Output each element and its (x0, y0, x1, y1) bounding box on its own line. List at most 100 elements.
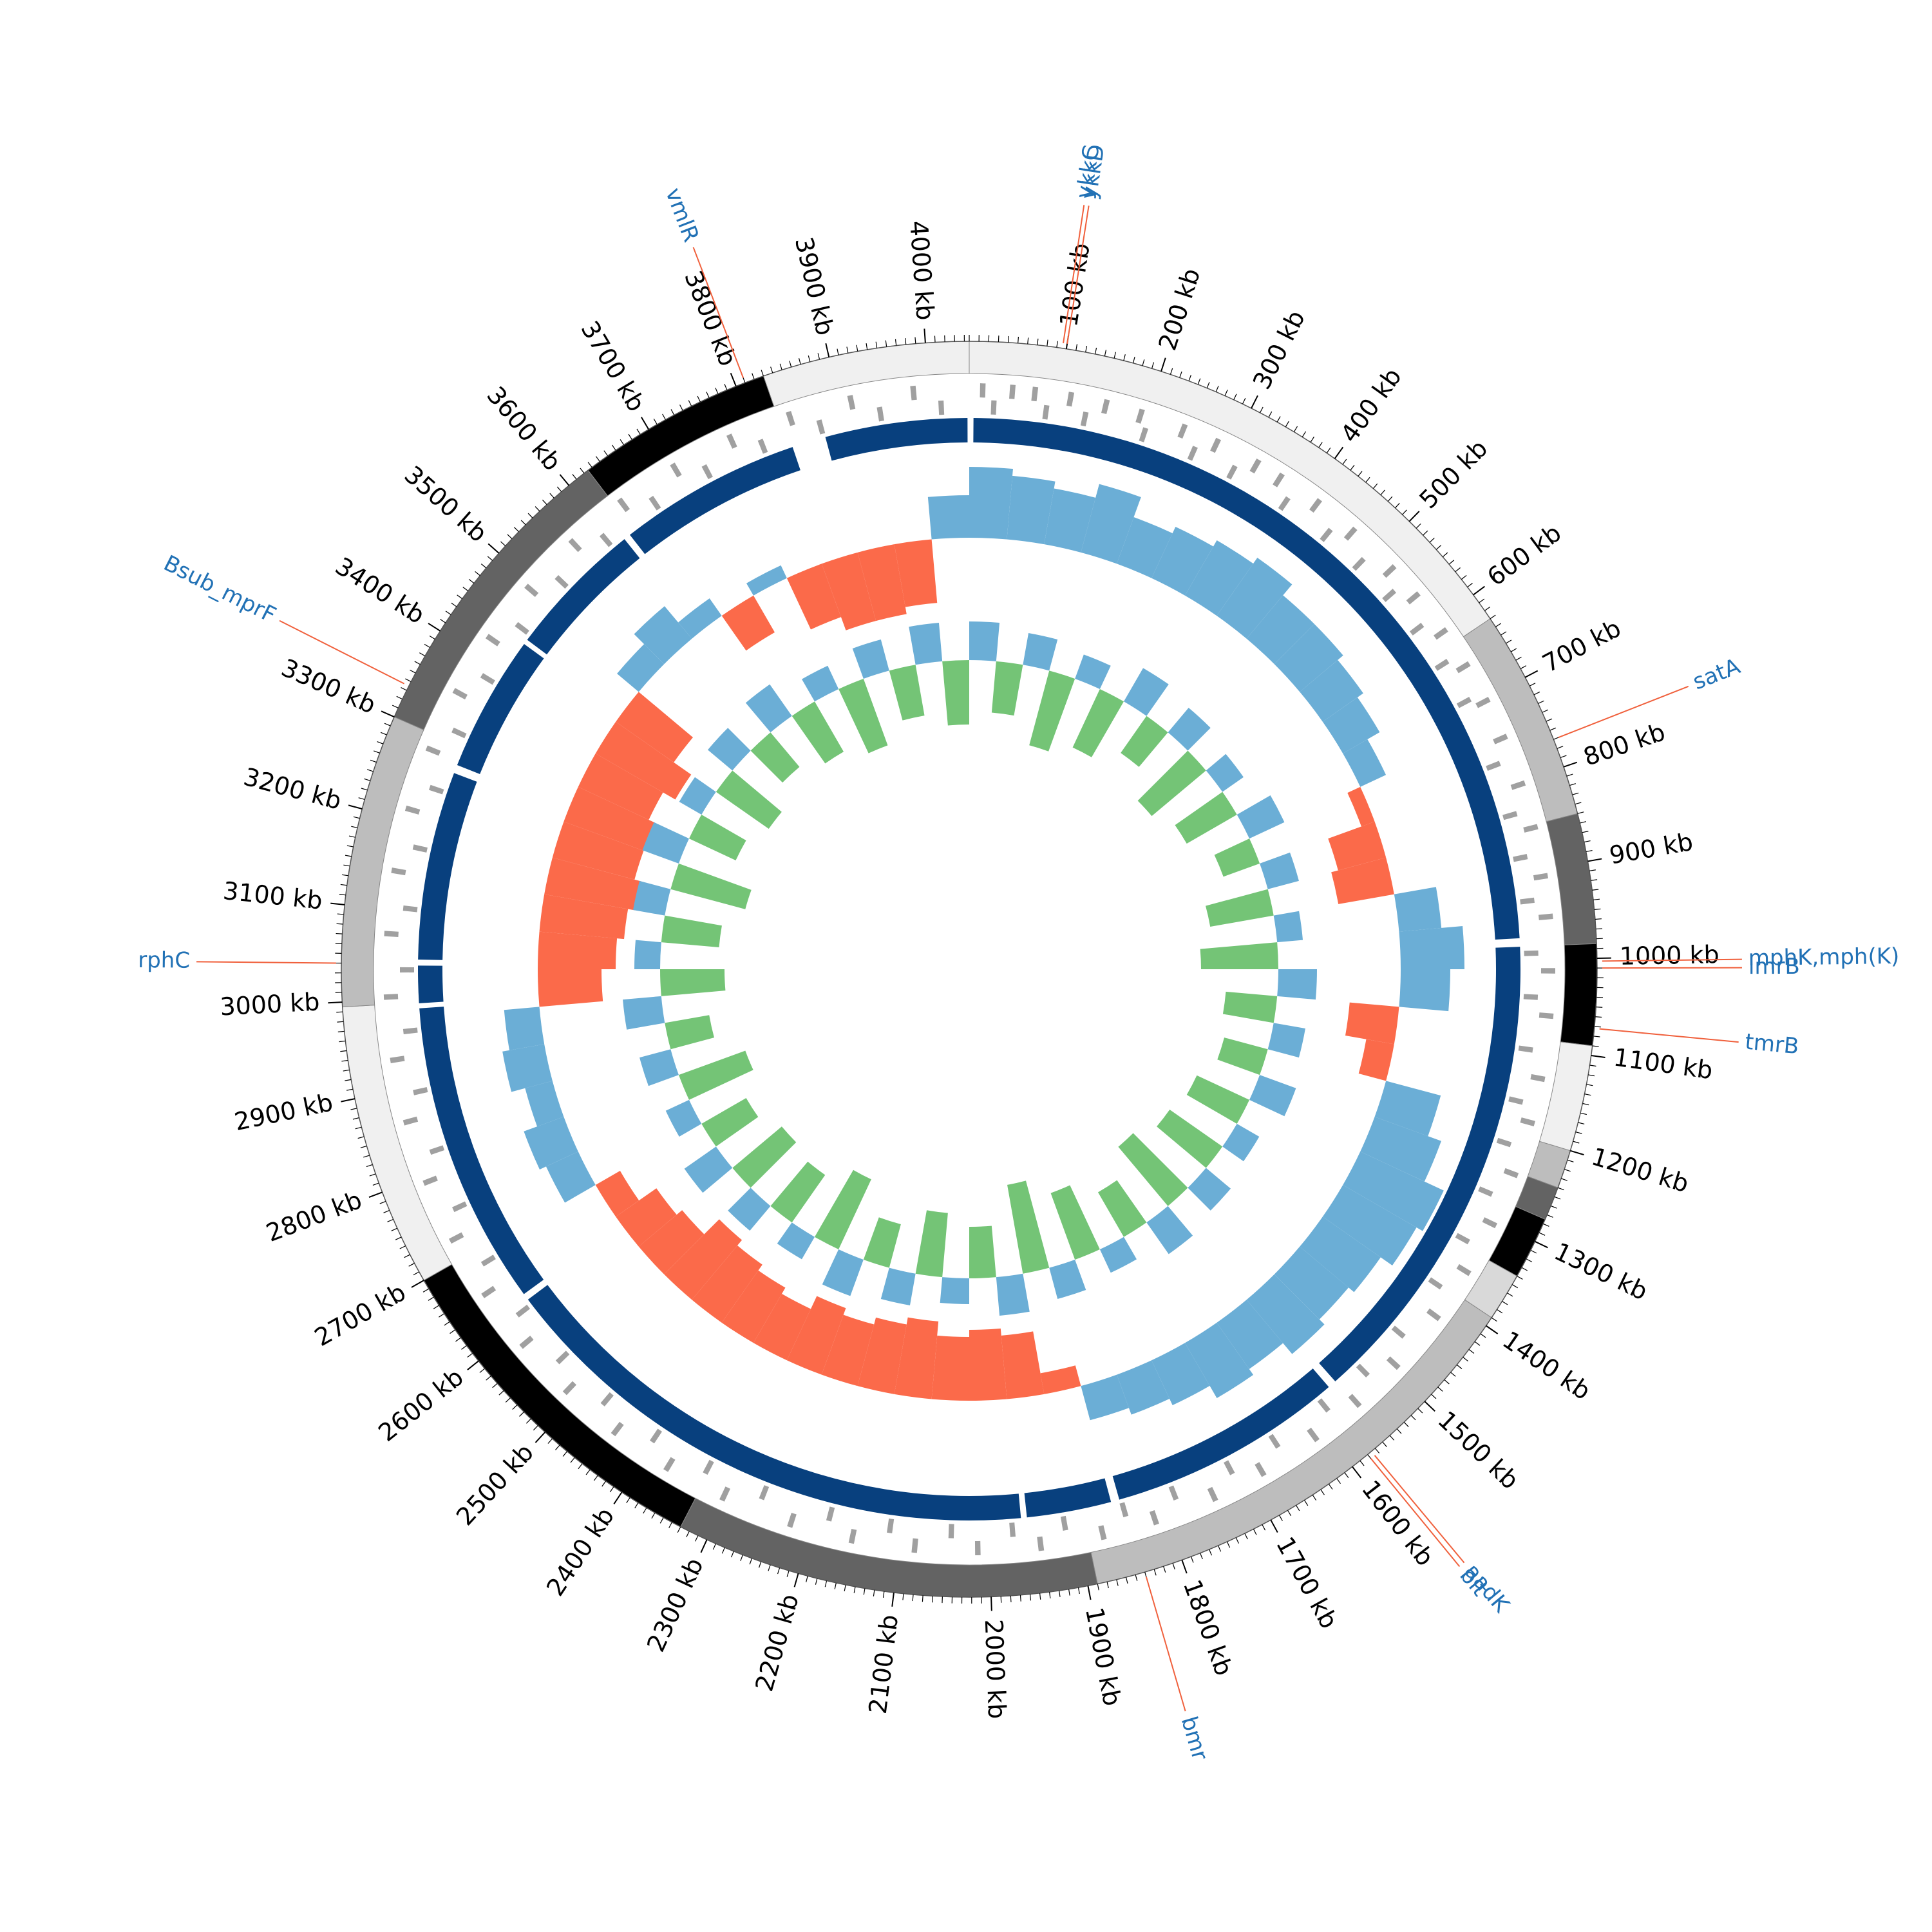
minor-tick (468, 578, 475, 584)
gc-skew-bar (1007, 1180, 1050, 1274)
feature-forward (1307, 1427, 1320, 1443)
feature-forward (1098, 1525, 1107, 1540)
minor-tick (1595, 1016, 1602, 1018)
gene-label: satA (1689, 654, 1744, 696)
minor-tick (1495, 623, 1502, 627)
gene-connector (1558, 685, 1689, 739)
major-tick (1270, 1519, 1278, 1533)
minor-tick (1395, 502, 1400, 509)
minor-tick (340, 1050, 347, 1052)
minor-tick (366, 1164, 373, 1168)
minor-tick (1336, 1478, 1341, 1484)
minor-tick (572, 474, 577, 480)
feature-reverse (600, 1392, 614, 1406)
minor-tick (361, 788, 368, 791)
feature-reverse (887, 1518, 895, 1533)
minor-tick (444, 1321, 450, 1326)
gc-content-bar (595, 721, 692, 800)
minor-tick (1320, 1489, 1325, 1495)
minor-tick (1293, 426, 1298, 432)
minor-tick (1511, 1284, 1519, 1289)
minor-tick (1521, 1267, 1528, 1271)
minor-tick (595, 456, 600, 462)
minor-tick (520, 520, 526, 526)
gc-skew-bar (1214, 838, 1260, 877)
minor-tick (1287, 1510, 1292, 1517)
minor-tick (1142, 359, 1145, 366)
minor-tick (1588, 1074, 1595, 1077)
minor-tick (1429, 537, 1435, 543)
gc-skew-bar (991, 661, 1023, 716)
minor-tick (1566, 773, 1573, 777)
feature-forward (425, 745, 441, 756)
feature-reverse (701, 464, 713, 480)
gc-content-bar (746, 565, 787, 596)
tick-label: 1000 kb (1619, 940, 1719, 971)
feature-forward (1530, 1074, 1546, 1083)
minor-tick (1037, 338, 1039, 345)
minor-tick (1077, 1587, 1080, 1595)
gc-skew-bar (1236, 795, 1285, 839)
minor-tick (1285, 421, 1289, 428)
tick-label: 400 kb (1335, 363, 1407, 448)
tick-label: 900 kb (1607, 828, 1695, 870)
gc-skew-bar (728, 1188, 771, 1231)
tick-label: 2100 kb (864, 1613, 904, 1716)
tick-label: 1400 kb (1497, 1325, 1596, 1405)
minor-tick (1506, 639, 1512, 644)
gc-content-bar (1322, 697, 1380, 753)
minor-tick (706, 392, 710, 398)
minor-tick (768, 1564, 771, 1571)
minor-tick (1567, 1159, 1574, 1162)
feature-forward (726, 433, 737, 449)
minor-tick (697, 395, 701, 402)
feature-forward (1455, 661, 1471, 674)
gc-skew-bar (1146, 1206, 1193, 1255)
minor-tick (1569, 783, 1577, 786)
gc-skew-bar (1050, 1185, 1100, 1260)
minor-tick (527, 513, 533, 518)
minor-tick (461, 1345, 467, 1350)
feature-reverse (555, 1350, 570, 1365)
minor-tick (1097, 1584, 1099, 1591)
gc-skew-bar (1277, 969, 1317, 1000)
feature-reverse (759, 1485, 770, 1501)
gene-connector (1063, 205, 1085, 344)
minor-tick (357, 1136, 365, 1139)
minor-tick (1116, 1579, 1119, 1586)
gc-skew-bar (1222, 991, 1278, 1023)
minor-tick (1075, 344, 1078, 351)
gc-skew-bar (1249, 1075, 1296, 1117)
feature-forward (1523, 824, 1539, 833)
minor-tick (1113, 352, 1117, 359)
gc-skew-bar (1098, 1180, 1147, 1237)
minor-tick (440, 619, 446, 623)
minor-tick (1188, 374, 1192, 381)
gc-skew-bar (1157, 1109, 1223, 1168)
feature-reverse (402, 1027, 418, 1035)
minor-tick (1444, 1379, 1450, 1385)
minor-tick (383, 1209, 390, 1213)
minor-tick (401, 687, 407, 691)
major-tick (891, 1592, 895, 1607)
feature-forward (1255, 1462, 1267, 1477)
gene-label: lmrB (1748, 954, 1800, 980)
tick-label: 1300 kb (1550, 1237, 1653, 1306)
feature-forward (562, 1381, 577, 1396)
gene-connector (1374, 1455, 1465, 1564)
minor-tick (555, 1444, 560, 1450)
block (825, 418, 968, 461)
minor-tick (358, 797, 365, 800)
minor-tick (507, 534, 513, 540)
feature-forward (1037, 1536, 1045, 1551)
gc-skew-bar (745, 684, 792, 733)
gc-content-bar (1117, 1360, 1170, 1415)
minor-tick (1312, 1494, 1317, 1501)
minor-tick (345, 1079, 352, 1081)
minor-tick (1589, 1065, 1596, 1067)
gc-content-bar (544, 857, 641, 911)
minor-tick (387, 1218, 393, 1222)
feature-reverse (1524, 950, 1539, 956)
feature-forward (485, 634, 500, 647)
minor-tick (346, 845, 354, 848)
